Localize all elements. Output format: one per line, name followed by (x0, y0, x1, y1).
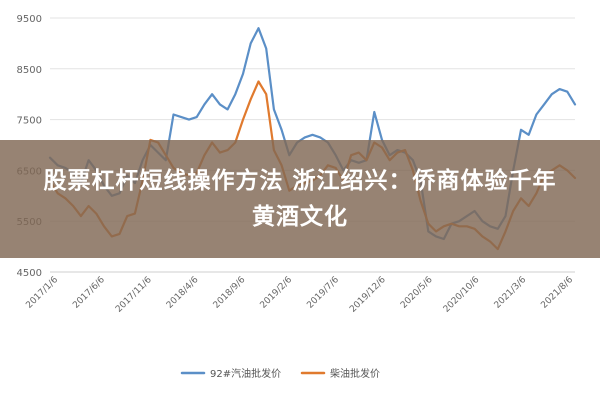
x-tick-label: 2018/9/6 (212, 275, 248, 311)
y-tick-label: 8500 (17, 65, 42, 76)
x-tick-label: 2019/7/6 (305, 275, 341, 311)
x-tick-label: 2021/8/6 (539, 275, 575, 311)
legend: 92#汽油批发价 柴油批发价 (180, 367, 380, 380)
headline-line-1: 股票杠杆短线操作方法 浙江绍兴：侨商体验千年 (43, 168, 557, 194)
x-tick-label: 2017/1/6 (24, 275, 60, 311)
x-tick-label: 2019/2/6 (259, 275, 295, 311)
x-tick-label: 2020/5/6 (399, 275, 435, 311)
legend-label: 柴油批发价 (330, 367, 380, 380)
x-tick-label: 2019/12/6 (348, 275, 388, 315)
x-tick-label: 2017/11/6 (114, 275, 154, 315)
headline-line-2: 黄酒文化 (252, 204, 348, 230)
x-tick-label: 2020/10/6 (442, 275, 482, 315)
x-tick-label: 2017/6/6 (71, 275, 107, 311)
headline-overlay: 股票杠杆短线操作方法 浙江绍兴：侨商体验千年 黄酒文化 (0, 140, 600, 258)
y-tick-label: 7500 (17, 116, 42, 127)
legend-label: 92#汽油批发价 (210, 367, 281, 380)
y-tick-label: 4500 (17, 268, 42, 279)
x-tick-label: 2021/3/6 (493, 275, 529, 311)
x-tick-label: 2018/4/6 (165, 275, 201, 311)
y-tick-label: 9500 (17, 14, 42, 25)
